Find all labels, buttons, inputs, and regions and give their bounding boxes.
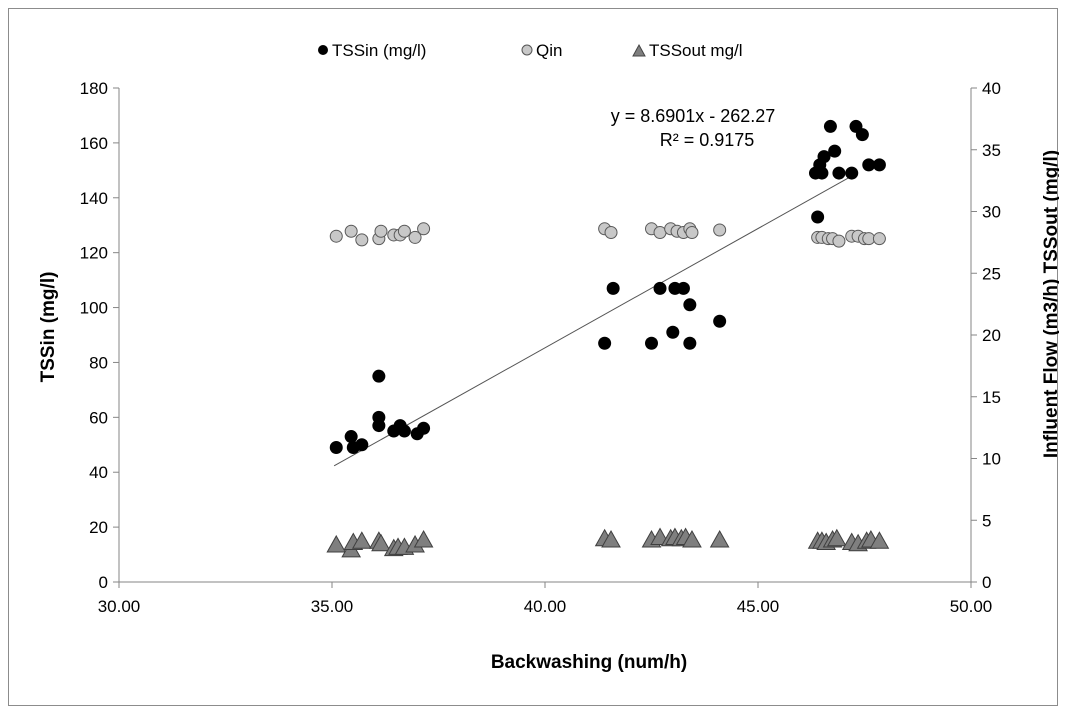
tssout-point — [826, 528, 847, 547]
tssin-point — [645, 336, 658, 350]
x-tick-label: 40.00 — [524, 597, 567, 616]
x-tick-label: 45.00 — [737, 597, 780, 616]
tssin-point — [855, 128, 869, 142]
y-tick-label: 20 — [89, 518, 108, 537]
tssin-point — [676, 281, 690, 295]
tssout-point — [413, 529, 434, 548]
tssin-point — [817, 150, 831, 164]
qin-point — [713, 223, 727, 237]
y2-tick-label: 40 — [982, 79, 1001, 98]
qin-point — [329, 229, 343, 243]
tssin-point — [811, 210, 825, 224]
legend-marker-tssin — [318, 45, 328, 55]
y2-tick-label: 15 — [982, 388, 1001, 407]
y2-tick-label: 5 — [982, 511, 991, 530]
qin-point — [872, 232, 886, 246]
y-tick-label: 120 — [80, 244, 108, 263]
tssin-point — [598, 336, 612, 350]
y-axis-right-title: Influent Flow (m3/h) TSSout (mg/l) — [1041, 150, 1059, 458]
y2-tick-label: 20 — [982, 326, 1001, 345]
tssin-point — [372, 369, 386, 383]
trendline-r2: R² = 0.9175 — [660, 130, 755, 150]
y2-tick-label: 0 — [982, 573, 991, 592]
x-tick-label: 35.00 — [311, 597, 354, 616]
legend: TSSin (mg/l) Qin TSSout mg/l — [318, 41, 743, 60]
qin-point — [832, 234, 846, 248]
tssin-point — [815, 166, 829, 180]
tssin-point — [832, 166, 846, 180]
y2-tick-label: 25 — [982, 264, 1001, 283]
tssin-point — [683, 336, 697, 350]
y-left-tick-group: 0 20 40 60 80 100 120 140 160 180 — [80, 79, 119, 592]
tssin-point — [397, 424, 411, 438]
tssout-point — [869, 531, 890, 549]
tssin-point — [845, 166, 859, 180]
qin-point — [417, 222, 431, 236]
tssout-point — [682, 529, 702, 548]
x-axis-title: Backwashing (num/h) — [491, 652, 687, 673]
chart-frame: 30.00 35.00 40.00 45.00 50.00 0 20 40 60 80 100 12… — [8, 8, 1059, 706]
tssout-point — [601, 529, 621, 548]
y-tick-label: 0 — [99, 573, 108, 592]
tssin-point — [828, 144, 842, 158]
qin-point — [604, 225, 618, 239]
tssin-point — [666, 325, 680, 339]
x-tick-group: 30.00 35.00 40.00 45.00 50.00 — [98, 582, 993, 616]
qin-point — [408, 230, 422, 244]
tssin-point — [683, 298, 697, 312]
qin-point — [397, 224, 411, 238]
tssout-point — [709, 529, 730, 548]
data-points — [326, 119, 890, 558]
tssin-point — [862, 158, 876, 172]
legend-label-tssin: TSSin (mg/l) — [332, 41, 426, 60]
y-right-tick-group: 0 5 10 15 20 25 30 35 40 — [971, 79, 1001, 592]
tssout-point — [326, 534, 347, 553]
y-tick-label: 40 — [89, 463, 108, 482]
y-tick-label: 80 — [89, 353, 108, 372]
legend-marker-qin — [521, 44, 533, 56]
trendline — [333, 173, 857, 467]
qin-point — [355, 233, 369, 247]
y-tick-label: 180 — [80, 79, 108, 98]
legend-label-qin: Qin — [536, 41, 562, 60]
qin-point — [374, 224, 388, 238]
legend-marker-tssout — [632, 43, 646, 57]
y-tick-label: 100 — [80, 299, 108, 318]
tssin-point — [823, 119, 837, 133]
tssin-point — [329, 441, 343, 455]
tssin-point — [417, 421, 431, 435]
legend-label-tssout: TSSout mg/l — [649, 41, 743, 60]
tssin-point — [713, 314, 727, 328]
tssin-point — [372, 419, 386, 433]
trendline-equation: y = 8.6901x - 262.27 — [611, 106, 776, 126]
tssout-point — [371, 533, 391, 552]
x-tick-label: 50.00 — [950, 597, 993, 616]
tssin-point — [344, 430, 358, 444]
qin-point — [344, 224, 358, 238]
y-axis-left-title: TSSin (mg/l) — [38, 272, 59, 383]
y2-tick-label: 30 — [982, 203, 1001, 222]
y-tick-label: 140 — [80, 189, 108, 208]
scatter-chart: 30.00 35.00 40.00 45.00 50.00 02040608010012… — [38, 41, 1059, 673]
y-tick-label: 60 — [89, 408, 108, 427]
tssout-point — [351, 531, 372, 549]
tssin-point — [872, 158, 886, 172]
y2-tick-label: 10 — [982, 450, 1001, 469]
y-tick-label: 160 — [80, 134, 108, 153]
y2-tick-label: 35 — [982, 141, 1001, 160]
tssin-point — [355, 438, 369, 452]
x-tick-label: 30.00 — [98, 597, 141, 616]
tssin-point — [653, 281, 667, 295]
qin-point — [685, 225, 699, 239]
tssin-point — [606, 281, 620, 295]
